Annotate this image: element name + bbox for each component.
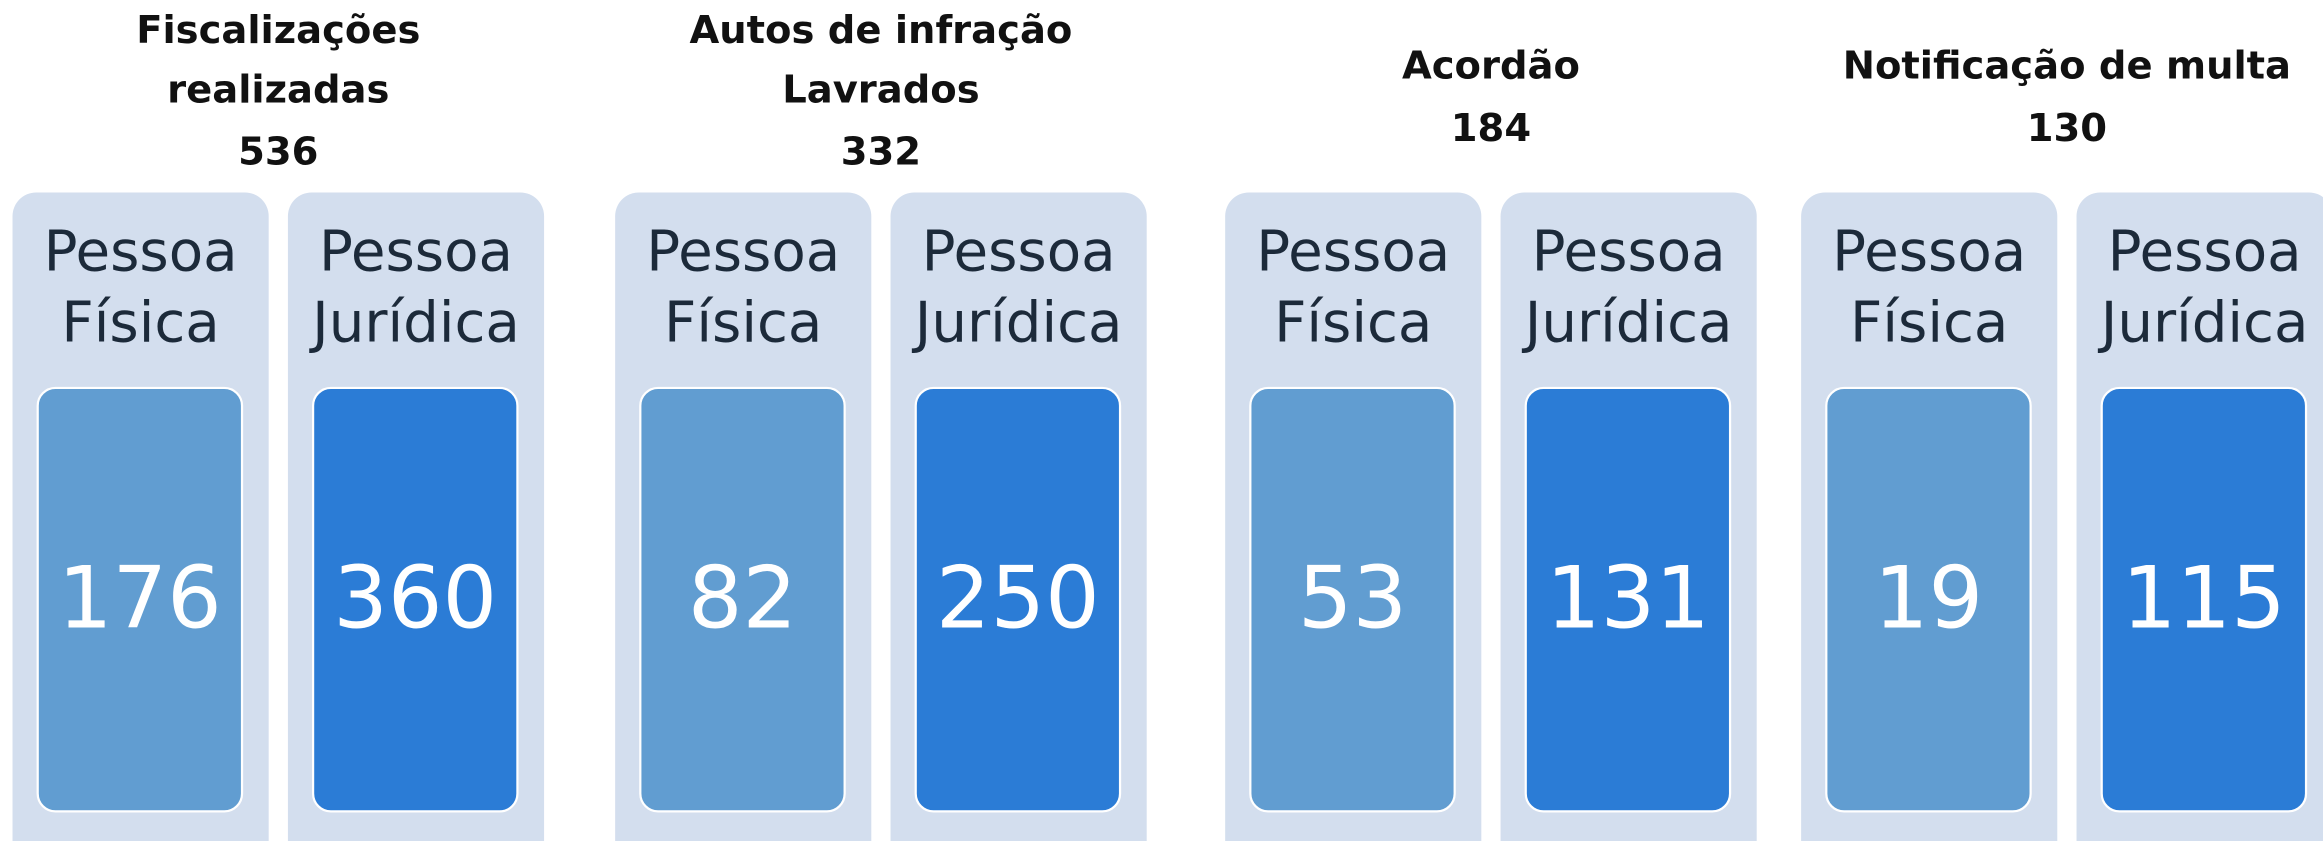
group-total: 130 xyxy=(2027,106,2107,151)
value-box xyxy=(311,386,519,813)
value-box xyxy=(1524,386,1732,813)
group-total: 332 xyxy=(841,129,921,174)
value-box xyxy=(914,386,1122,813)
card-value: 176 xyxy=(58,549,222,649)
group-title: Lavrados xyxy=(782,67,979,112)
group-title: realizadas xyxy=(167,67,389,112)
group-total: 536 xyxy=(238,129,318,174)
card-label: Física xyxy=(664,290,822,355)
value-box xyxy=(639,386,846,813)
card-label: Jurídica xyxy=(912,290,1123,355)
card-label: Jurídica xyxy=(309,290,520,355)
card-value: 360 xyxy=(333,549,497,649)
card-label: Pessoa xyxy=(922,219,1116,284)
group-title: Autos de infração xyxy=(689,8,1072,53)
card-label: Pessoa xyxy=(646,219,840,284)
value-box xyxy=(1825,386,2032,813)
card-label: Pessoa xyxy=(319,219,513,284)
card-value: 115 xyxy=(2122,549,2286,649)
card-value: 250 xyxy=(936,549,1100,649)
card-label: Pessoa xyxy=(1256,219,1450,284)
card-label: Física xyxy=(1850,290,2008,355)
group-title: Fiscalizações xyxy=(136,8,420,53)
card-value: 19 xyxy=(1874,549,1983,649)
card-label: Jurídica xyxy=(2098,290,2309,355)
card-value: 53 xyxy=(1298,549,1407,649)
card-label: Pessoa xyxy=(1532,219,1726,284)
group-title: Notificação de multa xyxy=(1843,44,2291,89)
value-box xyxy=(36,386,244,813)
group: Acordão184PessoaFísica53PessoaJurídica13… xyxy=(1225,44,1757,841)
card-label: Pessoa xyxy=(2108,219,2302,284)
card-label: Pessoa xyxy=(44,219,238,284)
group: Autos de infraçãoLavrados332PessoaFísica… xyxy=(615,8,1147,841)
card-label: Física xyxy=(61,290,219,355)
card-value: 82 xyxy=(688,549,797,649)
card-label: Pessoa xyxy=(1832,219,2026,284)
card-label: Física xyxy=(1274,290,1432,355)
group-title: Acordão xyxy=(1402,44,1580,89)
card-label: Jurídica xyxy=(1522,290,1733,355)
group: Fiscalizaçõesrealizadas536PessoaFísica17… xyxy=(12,8,545,841)
value-box xyxy=(2100,386,2308,813)
group: Notificação de multa130PessoaFísica19Pes… xyxy=(1801,44,2323,841)
group-total: 184 xyxy=(1451,106,1531,151)
card-value: 131 xyxy=(1546,549,1710,649)
value-box xyxy=(1249,386,1456,813)
